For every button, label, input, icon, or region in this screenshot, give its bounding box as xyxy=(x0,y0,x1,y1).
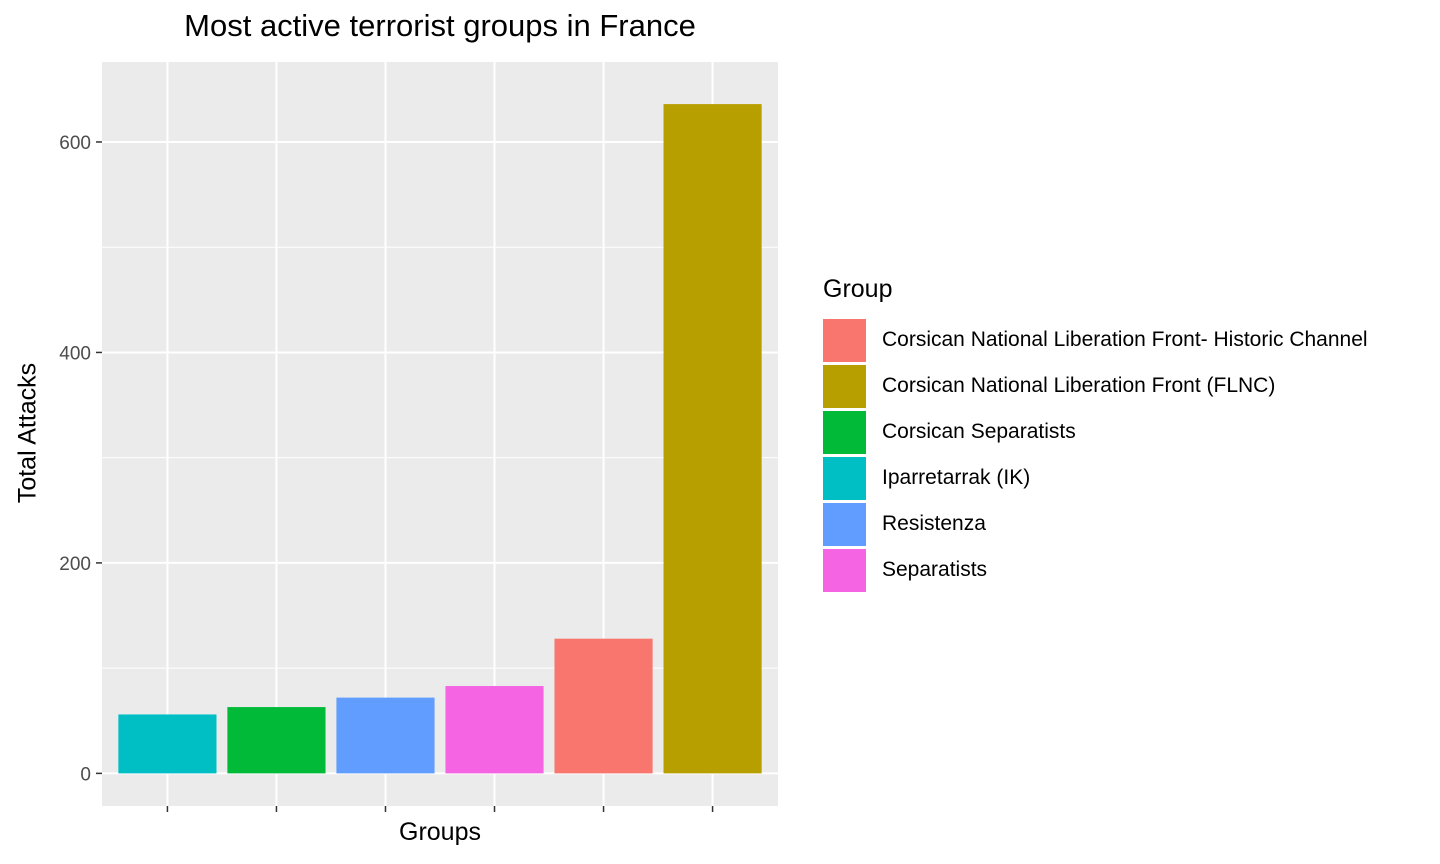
legend-item: Corsican National Liberation Front- Hist… xyxy=(823,317,1368,363)
y-axis: 0 200 400 600 xyxy=(59,133,102,785)
y-tick-label: 200 xyxy=(59,554,91,575)
legend: Group Corsican National Liberation Front… xyxy=(823,275,1368,593)
legend-item: Separatists xyxy=(823,547,1368,593)
y-tick-label: 600 xyxy=(59,133,91,154)
bar xyxy=(336,697,435,774)
legend-label: Resistenza xyxy=(882,512,986,535)
legend-item: Iparretarrak (IK) xyxy=(823,455,1368,501)
y-axis-label: Total Attacks xyxy=(13,362,42,504)
legend-swatch xyxy=(823,364,866,408)
bar xyxy=(554,638,653,774)
bars xyxy=(118,104,762,774)
legend-item: Resistenza xyxy=(823,501,1368,547)
legend-swatch xyxy=(823,548,866,592)
legend-label: Corsican National Liberation Front- Hist… xyxy=(882,328,1368,351)
legend-swatch xyxy=(823,318,866,362)
legend-label: Separatists xyxy=(882,558,988,581)
y-tick-label: 400 xyxy=(59,343,91,364)
legend-label: Corsican National Liberation Front (FLNC… xyxy=(882,374,1276,397)
legend-item: Corsican Separatists xyxy=(823,409,1368,455)
bar xyxy=(118,714,217,774)
bar xyxy=(227,707,326,774)
legend-items: Corsican National Liberation Front- Hist… xyxy=(823,317,1368,593)
chart-title: Most active terrorist groups in France xyxy=(184,8,696,43)
legend-item: Corsican National Liberation Front (FLNC… xyxy=(823,363,1368,409)
x-axis-label: Groups xyxy=(399,818,481,846)
legend-swatch xyxy=(823,502,866,546)
y-tick-label: 0 xyxy=(80,764,91,785)
legend-label: Iparretarrak (IK) xyxy=(882,466,1031,489)
x-axis xyxy=(166,806,714,812)
legend-swatch xyxy=(823,456,866,500)
legend-label: Corsican Separatists xyxy=(882,420,1076,443)
legend-title: Group xyxy=(823,275,893,303)
bar xyxy=(445,686,544,774)
legend-swatch xyxy=(823,410,866,454)
bar xyxy=(663,104,762,774)
